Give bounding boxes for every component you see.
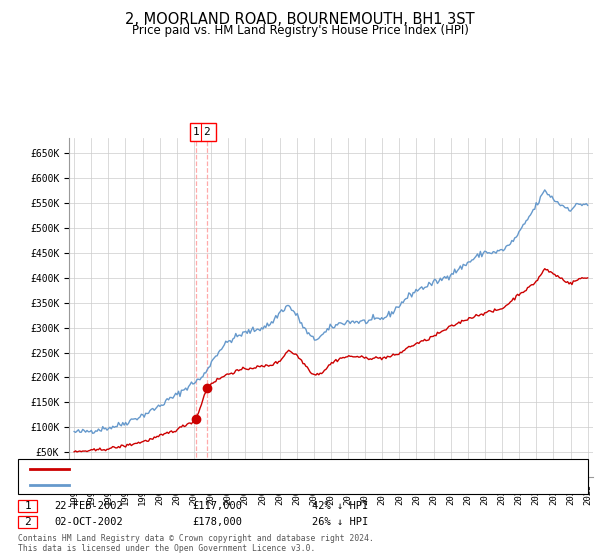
Text: 2: 2 (203, 127, 210, 137)
Text: Contains HM Land Registry data © Crown copyright and database right 2024.
This d: Contains HM Land Registry data © Crown c… (18, 534, 374, 553)
Text: 42% ↓ HPI: 42% ↓ HPI (312, 501, 368, 511)
Text: 2: 2 (24, 517, 31, 527)
Text: £178,000: £178,000 (192, 517, 242, 527)
Text: 2, MOORLAND ROAD, BOURNEMOUTH, BH1 3ST (detached house): 2, MOORLAND ROAD, BOURNEMOUTH, BH1 3ST (… (75, 464, 398, 474)
Text: HPI: Average price, detached house, Bournemouth Christchurch and Poole: HPI: Average price, detached house, Bour… (75, 480, 486, 490)
Text: 22-FEB-2002: 22-FEB-2002 (54, 501, 123, 511)
Text: 1: 1 (193, 127, 200, 137)
Text: Price paid vs. HM Land Registry's House Price Index (HPI): Price paid vs. HM Land Registry's House … (131, 24, 469, 36)
Text: 2, MOORLAND ROAD, BOURNEMOUTH, BH1 3ST: 2, MOORLAND ROAD, BOURNEMOUTH, BH1 3ST (125, 12, 475, 27)
Text: 02-OCT-2002: 02-OCT-2002 (54, 517, 123, 527)
Text: 26% ↓ HPI: 26% ↓ HPI (312, 517, 368, 527)
Text: £117,000: £117,000 (192, 501, 242, 511)
Text: 1: 1 (24, 501, 31, 511)
